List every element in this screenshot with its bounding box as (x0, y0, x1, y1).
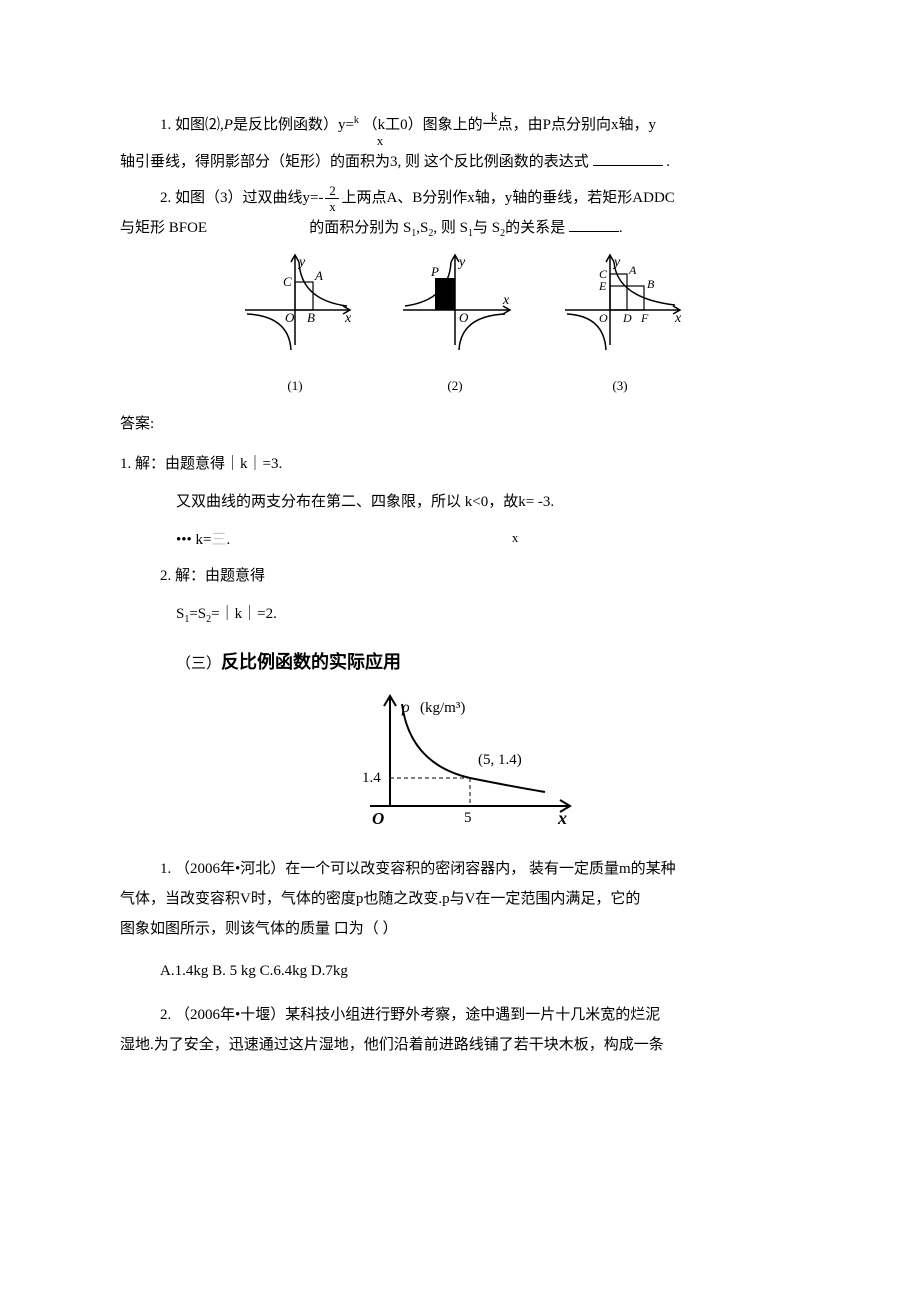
svg-text:A: A (628, 263, 637, 277)
page: k 1. 如图⑵,P是反比例函数）y=k （k工0）图象上的一点，由P点分别向x… (0, 0, 920, 1303)
svg-text:y: y (457, 255, 466, 270)
answer-1: 1. 解：由题意得｜k｜=3. 又双曲线的两支分布在第二、四象限，所以 k<0，… (120, 449, 800, 555)
blank-2 (569, 217, 619, 232)
p4-b: 的面积分别为 S (207, 220, 309, 236)
a1-x-center: x (512, 530, 519, 545)
svg-text:F: F (640, 311, 649, 325)
frac-num-2: 2 (325, 184, 339, 197)
svg-text:C: C (283, 274, 292, 289)
figure-1-svg: y x O A C B (235, 250, 355, 360)
p3-a: 2. 如图（3）过双曲线y=- (160, 190, 323, 206)
svg-text:ρ: ρ (401, 699, 410, 716)
svg-text:A: A (314, 268, 323, 283)
section-3-heading: （三）反比例函数的实际应用 (120, 644, 800, 680)
svg-text:x: x (344, 311, 352, 326)
answer-2: 2. 解：由题意得 S1=S2=｜k｜=2. (120, 561, 800, 630)
p3-b: 上两点A、B分别作x轴，y轴的垂线，若矩形ADDC (341, 190, 674, 206)
a1-tri: 三 (211, 532, 226, 548)
p4-a: 与矩形 BFOE (120, 220, 207, 236)
p4-c: ,S (416, 220, 428, 236)
fig3-caption: (3) (555, 373, 685, 399)
svg-text:y: y (297, 255, 306, 270)
section-3-title: 反比例函数的实际应用 (221, 652, 401, 672)
svg-text:(5, 1.4): (5, 1.4) (478, 752, 522, 768)
q2-line2: 湿地.为了安全，迅速通过这片湿地，他们沿着前进路线铺了若干块木板，构成一条 (120, 1030, 800, 1060)
svg-text:O: O (599, 311, 608, 325)
question-2: 2. （2006年•十堰）某科技小组进行野外考察，途中遇到一片十几米宽的烂泥 湿… (120, 1000, 800, 1060)
svg-text:5: 5 (464, 810, 472, 826)
question-1: 1. （2006年•河北）在一个可以改变容积的密闭容器内， 装有一定质量m的某种… (120, 854, 800, 986)
fig1-caption: (1) (235, 373, 355, 399)
q1-line1: 1. （2006年•河北）在一个可以改变容积的密闭容器内， 装有一定质量m的某种 (120, 854, 800, 884)
svg-text:1.4: 1.4 (362, 770, 381, 786)
a2-line1: 2. 解：由题意得 (120, 561, 800, 591)
figure-3-svg: y x O C A E B D F (555, 250, 685, 360)
q1-line2: 气体，当改变容积V时，气体的密度p也随之改变.p与V在一定范围内满足，它的 (120, 884, 800, 914)
figure-2-svg: y x O P (395, 250, 515, 360)
p2-text: 轴引垂线，得阴影部分（矩形）的面积为3, 则 这个反比例函数的表达式 (120, 154, 593, 170)
blank-1 (593, 151, 663, 166)
svg-text:D: D (622, 311, 632, 325)
svg-text:E: E (598, 279, 607, 293)
p4-f: 的关系是 (505, 220, 569, 236)
svg-text:x: x (674, 311, 682, 326)
answers-label: 答案: (120, 409, 800, 439)
svg-text:P: P (430, 264, 439, 279)
a1-line3: ••• k= (176, 532, 211, 548)
fig2-caption: (2) (395, 373, 515, 399)
frac-den-x: x (325, 200, 339, 213)
p1-text-d: （k工0）图象上的一点，由P点分别向x轴，y (359, 117, 656, 133)
p2-dot: . (666, 154, 670, 170)
p4-dot: . (619, 220, 623, 236)
a2-rest: =｜k｜=2. (211, 606, 277, 622)
p4-d: , 则 S (433, 220, 468, 236)
svg-text:B: B (307, 310, 315, 325)
a1-line1: 1. 解：由题意得｜k｜=3. (120, 449, 800, 479)
figure-3: y x O C A E B D F (3) (555, 250, 685, 399)
problem-2: 2. 如图（3）过双曲线y=- 2 x 上两点A、B分别作x轴，y轴的垂线，若矩… (120, 183, 800, 244)
q1-choices: A.1.4kg B. 5 kg C.6.4kg D.7kg (120, 956, 800, 986)
frac-x-below: x (377, 134, 384, 147)
problem-1: k 1. 如图⑵,P是反比例函数）y=k （k工0）图象上的一点，由P点分别向x… (120, 110, 800, 177)
density-svg: ρ (kg/m³) (5, 1.4) 1.4 O 5 x (330, 686, 590, 836)
svg-text:x: x (557, 808, 567, 828)
svg-text:O: O (459, 310, 469, 325)
p4-b2: 的面积分别为 S (309, 220, 411, 236)
svg-text:B: B (647, 277, 655, 291)
svg-text:O: O (285, 310, 295, 325)
svg-text:x: x (502, 293, 510, 308)
p1-text-c: 是反比例函数）y= (233, 117, 354, 133)
svg-text:y: y (612, 255, 621, 270)
figure-2: y x O P (2) (395, 250, 515, 399)
figure-row-1: y x O A C B (1) y x O P (120, 250, 800, 399)
a1-line2: 又双曲线的两支分布在第二、四象限，所以 k<0，故k= -3. (120, 487, 800, 517)
p1-text-a: 1. 如图⑵, (160, 117, 224, 133)
p1-italic-p: P (224, 117, 233, 133)
q2-line1: 2. （2006年•十堰）某科技小组进行野外考察，途中遇到一片十几米宽的烂泥 (120, 1000, 800, 1030)
q1-line3: 图象如图所示，则该气体的质量 口为（ ） (120, 914, 800, 944)
density-figure: ρ (kg/m³) (5, 1.4) 1.4 O 5 x (120, 686, 800, 836)
a2-eq1: =S (189, 606, 206, 622)
p4-e: 与 S (473, 220, 500, 236)
section-3-prefix: （三） (176, 656, 221, 672)
svg-text:(kg/m³): (kg/m³) (420, 700, 465, 716)
svg-text:O: O (372, 809, 384, 828)
figure-1: y x O A C B (1) (235, 250, 355, 399)
